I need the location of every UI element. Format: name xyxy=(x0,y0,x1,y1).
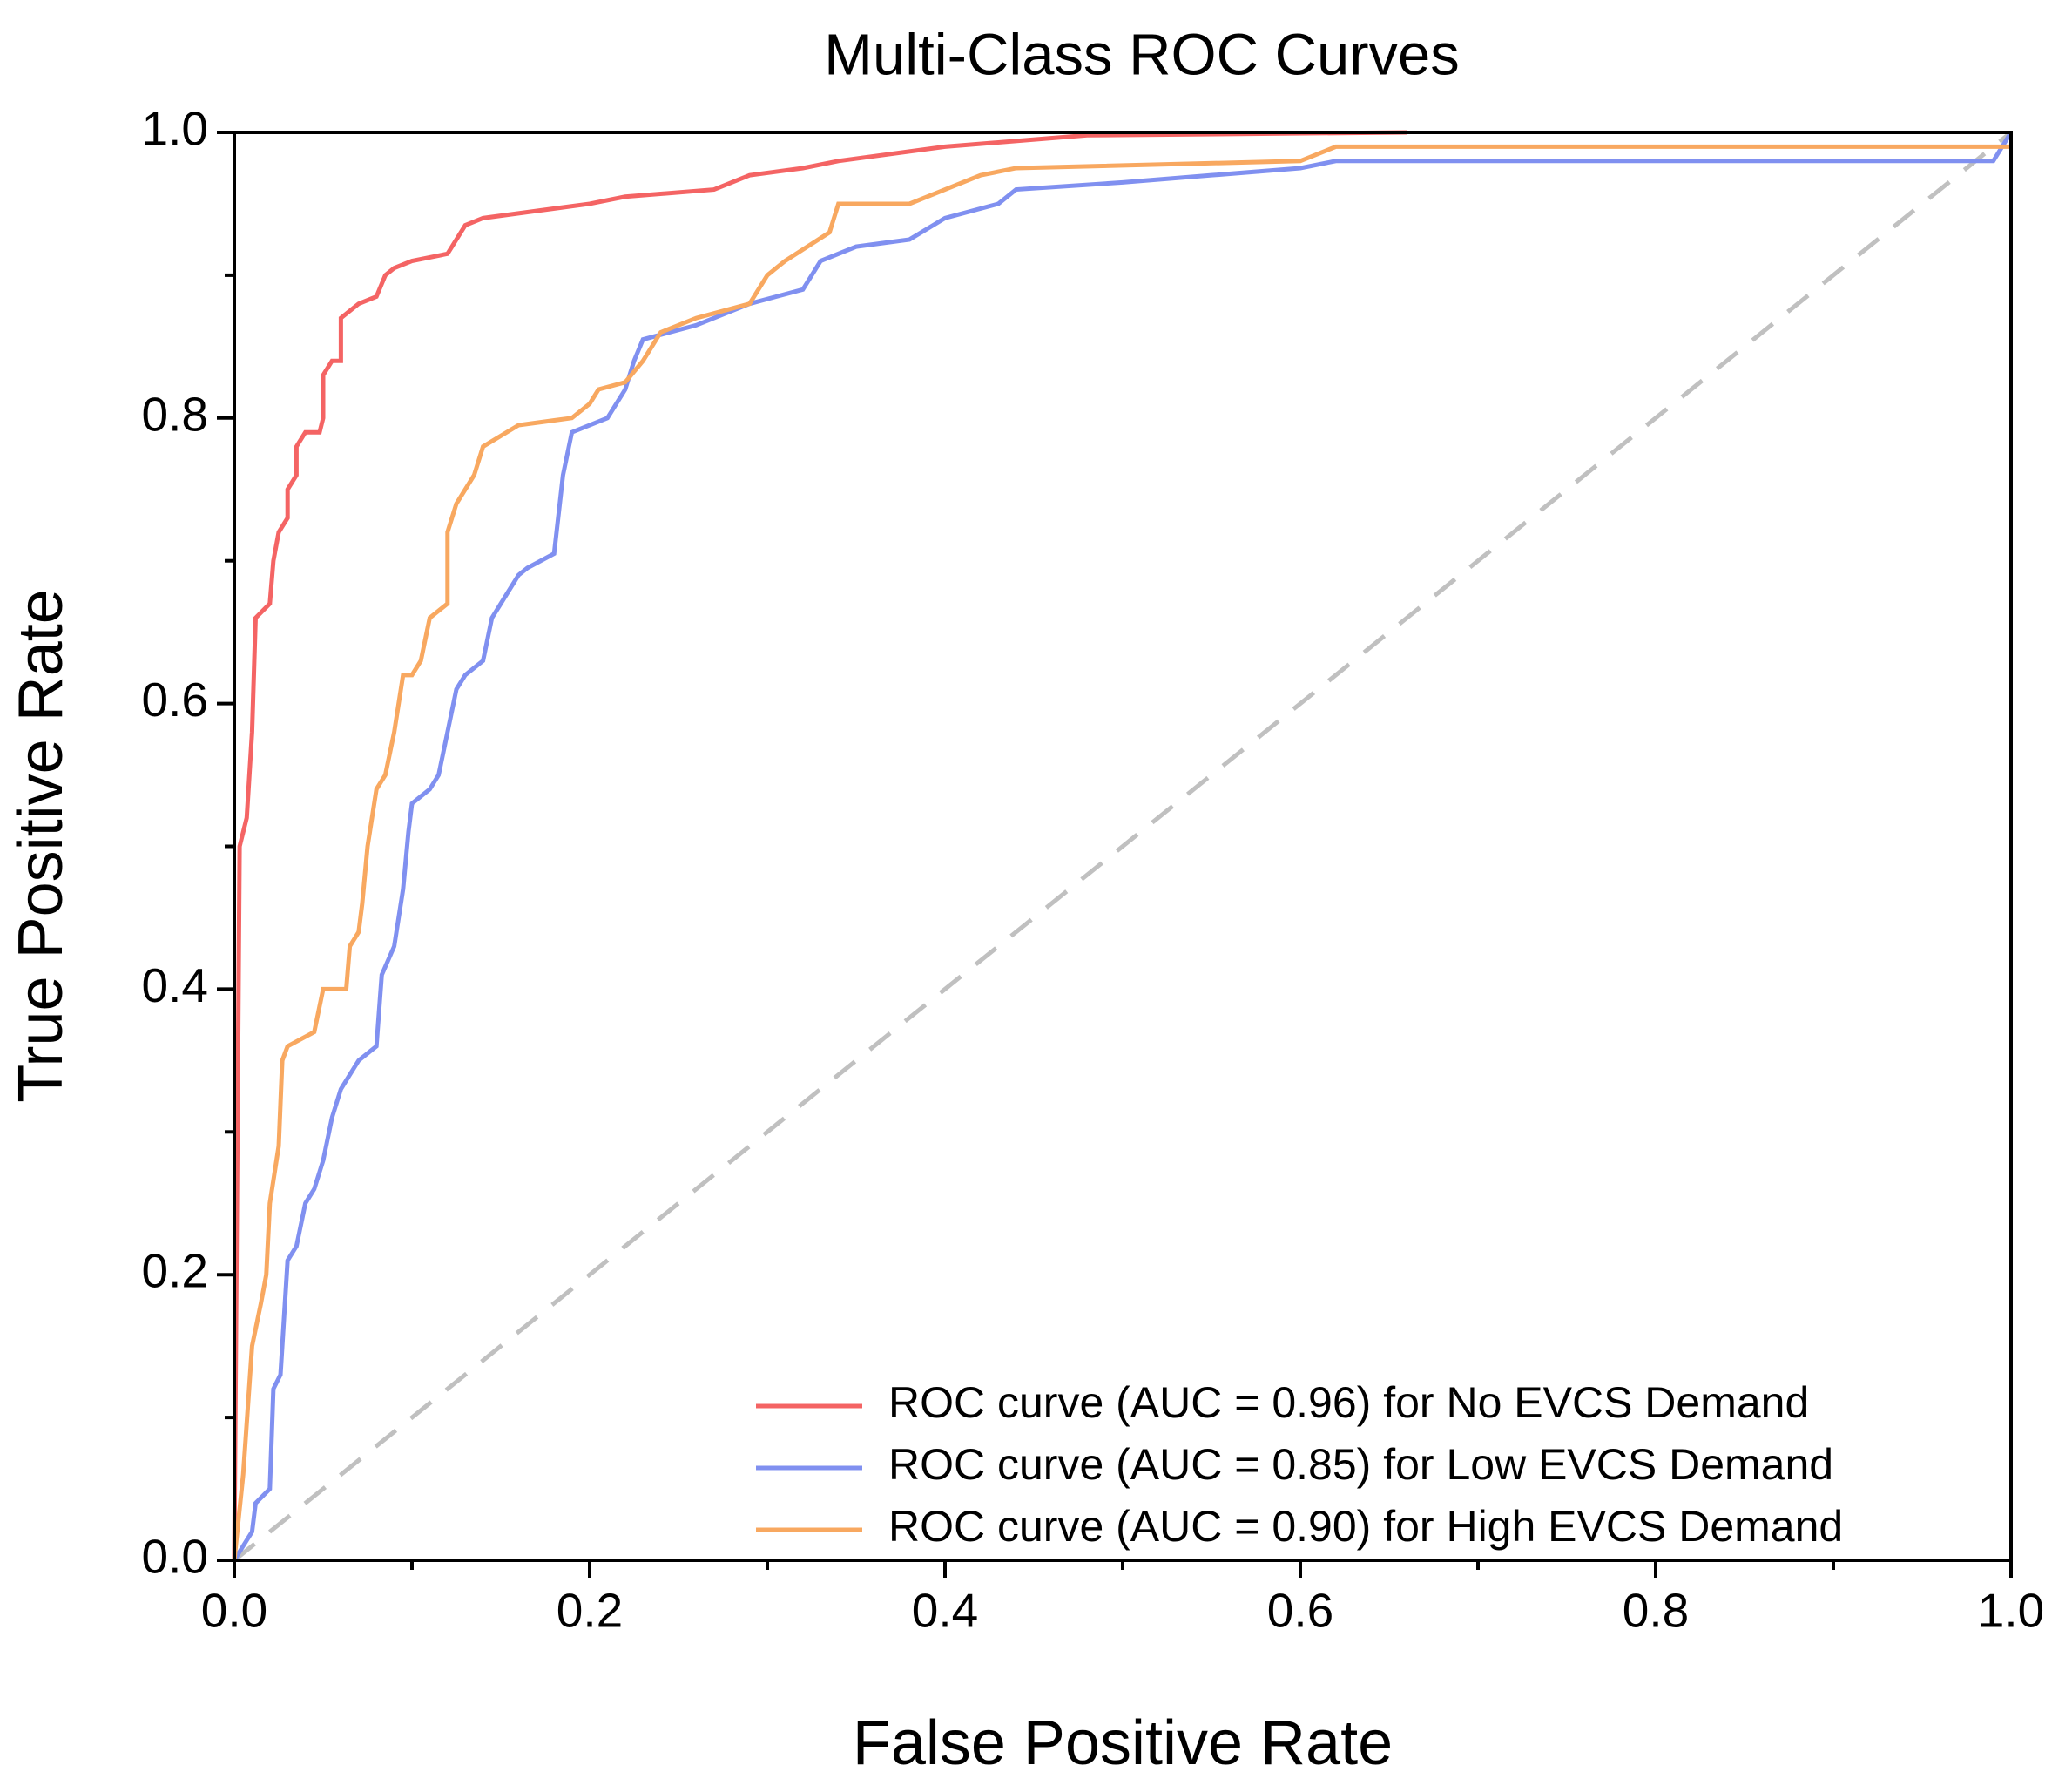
legend-label: ROC curve (AUC = 0.90) for High EVCS Dem… xyxy=(888,1502,1843,1551)
x-tick-label: 1.0 xyxy=(1978,1584,2044,1638)
x-tick-label: 0.8 xyxy=(1623,1584,1689,1638)
x-axis-label: False Positive Rate xyxy=(853,1708,1393,1778)
x-tick-label: 0.6 xyxy=(1267,1584,1333,1638)
x-tick-label: 0.4 xyxy=(912,1584,978,1638)
y-tick-label: 0.0 xyxy=(142,1530,208,1584)
reference-line xyxy=(233,131,2013,1562)
x-tick-label: 0.2 xyxy=(557,1584,623,1638)
roc-curve xyxy=(232,130,1407,1561)
y-tick-label: 0.4 xyxy=(142,958,208,1012)
roc-curve xyxy=(232,144,2011,1561)
legend-label: ROC curve (AUC = 0.85) for Low EVCS Dema… xyxy=(888,1440,1833,1489)
roc-curve xyxy=(232,131,2014,1562)
y-tick-label: 0.8 xyxy=(142,387,208,441)
y-tick-label: 1.0 xyxy=(142,102,208,156)
y-axis-label: True Positive Rate xyxy=(6,589,76,1103)
legend-label: ROC curve (AUC = 0.96) for No EVCS Deman… xyxy=(888,1378,1809,1427)
y-tick-label: 0.2 xyxy=(142,1244,208,1298)
chart-title: Multi-Class ROC Curves xyxy=(824,23,1460,88)
y-tick-label: 0.6 xyxy=(142,673,208,727)
x-tick-label: 0.0 xyxy=(201,1584,267,1638)
